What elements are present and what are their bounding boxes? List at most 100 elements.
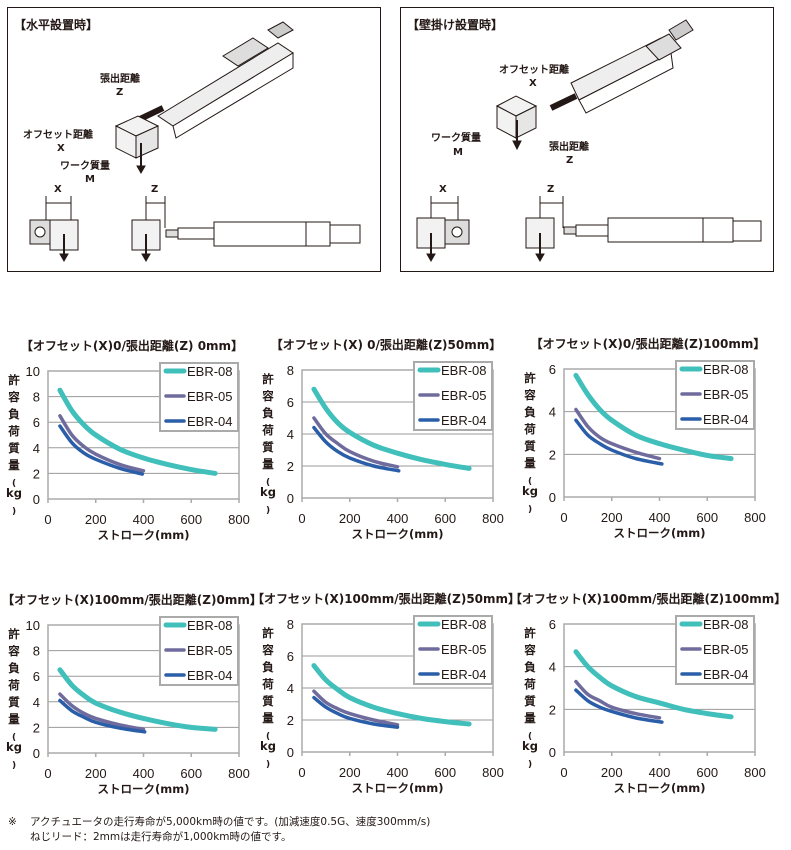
x-axis-label: ストローク(mm) [98,782,190,796]
x-tick-label: 600 [434,511,456,526]
work-mass-m-label: M [85,174,95,185]
x-tick-label: 0 [560,510,567,525]
y-tick-label: 6 [33,669,40,684]
legend-label: EBR-04 [703,412,749,427]
y-tick-label: 8 [287,617,294,632]
work-mass-label: ワーク質量 [60,161,110,172]
x-tick-label: 400 [387,765,409,780]
x-tick-label: 200 [601,510,623,525]
chart-svg: 【オフセット(X)100mm/張出距離(Z)0mm】 0 2 4 6 8 10 0 200 400… [2,592,262,796]
chart-title: 【オフセット(X)100mm/張出距離(Z)100mm】 [516,591,781,606]
series-line-ebr-05 [58,692,146,732]
footnote-line-1: アクチュエータの走行寿命が5,000km時の値です。(加減速度0.5G、速度30… [30,816,431,828]
chart-x100-z100: 【オフセット(X)100mm/張出距離(Z)100mm】 0 2 4 6 0 200 400 6… [516,583,781,823]
work-mass-m-label: M [453,147,463,158]
series-line-ebr-08 [573,372,734,462]
x-tick-label: 400 [649,510,671,525]
x-tick-label: 800 [482,765,504,780]
y-tick-label: 2 [33,720,40,735]
x-axis-label: ストローク(mm) [614,781,706,795]
footnote: ※ アクチュエータの走行寿命が5,000km時の値です。(加減速度0.5G、速度3… [8,815,430,845]
x-tick-label: 0 [44,512,51,527]
series-line-ebr-04 [312,425,401,473]
chart-title: 【オフセット(X)100mm/張出距離(Z)0mm】 [2,592,262,607]
x-axis-label: ストローク(mm) [352,781,444,795]
horizontal-diagram-title: 【水平設置時】 [14,18,99,32]
legend-label: EBR-08 [187,618,233,633]
x-tick-label: 200 [85,512,107,527]
y-tick-label: 6 [287,649,294,664]
y-tick-label: 4 [33,441,40,456]
legend-label: EBR-04 [441,667,487,682]
legend-label: EBR-05 [703,642,749,657]
series-line-ebr-08 [57,667,218,732]
series-line-ebr-05 [58,414,146,473]
x-axis-label: ストローク(mm) [614,526,706,540]
y-axis-label: 許容負荷質量(kg) [522,626,538,770]
y-tick-label: 0 [33,492,40,507]
offset-distance-label: オフセット距離 [499,65,569,76]
series-line-ebr-08 [57,387,218,476]
y-tick-label: 10 [26,364,40,379]
x-tick-label: 0 [44,766,51,781]
x-tick-label: 600 [696,765,718,780]
y-tick-label: 10 [26,618,40,633]
legend-label: EBR-05 [187,389,233,404]
chart-x100-z0: 【オフセット(X)100mm/張出距離(Z)0mm】 0 2 4 6 8 10 0 200 400… [0,584,265,824]
side-z-label: Z [151,184,159,195]
y-tick-label: 0 [33,746,40,761]
footnote-line-2: ねじリード：2mmは走行寿命が1,000km時の値です。 [30,831,292,843]
legend-label: EBR-08 [703,362,749,377]
x-tick-label: 0 [560,765,567,780]
series-line-ebr-05 [574,679,662,720]
series-line-ebr-08 [311,663,472,727]
y-tick-label: 4 [287,681,294,696]
legend-label: EBR-05 [703,387,749,402]
series-line-ebr-04 [312,695,400,729]
legend-label: EBR-04 [187,668,233,683]
chart-x100-z50: 【オフセット(X)100mm/張出距離(Z)50mm】 0 2 4 6 8 0 200 400 6… [254,583,519,823]
chart-svg: 【オフセット(X)0/張出距離(Z) 0mm】 0 2 4 6 8 10 0 200 400 600… [6,338,250,542]
series-line-ebr-04 [58,698,147,734]
offset-distance-label: オフセット距離 [23,130,93,141]
y-tick-label: 0 [287,491,294,506]
horizontal-mount-illustration [29,21,361,263]
work-mass-label: ワーク質量 [431,133,481,144]
y-tick-label: 4 [549,660,556,675]
y-tick-label: 0 [549,490,556,505]
footnote-mark: ※ [8,816,17,828]
legend: EBR-08 EBR-05 EBR-04 [159,616,239,686]
y-tick-label: 4 [287,427,294,442]
y-tick-label: 4 [33,695,40,710]
chart-title: 【オフセット(X)0/張出距離(Z) 0mm】 [21,338,243,353]
x-tick-label: 400 [133,766,155,781]
legend-label: EBR-08 [187,364,233,379]
x-tick-label: 800 [744,765,766,780]
x-tick-label: 800 [228,766,250,781]
x-tick-label: 600 [696,510,718,525]
chart-svg: 【オフセット(X)100mm/張出距離(Z)50mm】 0 2 4 6 8 0 200 400 6… [254,591,519,795]
x-tick-label: 800 [228,512,250,527]
legend-label: EBR-05 [441,642,487,657]
overhang-z-label: Z [116,87,124,98]
chart-title: 【オフセット(X) 0/張出距離(Z)50mm】 [271,337,502,352]
x-tick-label: 600 [434,765,456,780]
side-x-label: X [439,184,447,195]
y-axis-label: 許容負荷質量(kg) [260,372,276,516]
side-z-label: Z [547,184,555,195]
x-tick-label: 600 [180,766,202,781]
x-tick-label: 600 [180,512,202,527]
y-tick-label: 2 [33,466,40,481]
x-tick-label: 0 [298,511,305,526]
y-tick-label: 8 [33,390,40,405]
x-axis-label: ストローク(mm) [98,528,190,542]
legend: EBR-08 EBR-05 EBR-04 [413,361,493,431]
y-tick-label: 6 [33,415,40,430]
y-tick-label: 6 [549,617,556,632]
legend-label: EBR-08 [703,617,749,632]
chart-title: 【オフセット(X)100mm/張出距離(Z)50mm】 [254,591,519,606]
x-tick-label: 400 [649,765,671,780]
x-tick-label: 0 [298,765,305,780]
side-x-label: X [54,184,62,195]
series-line-ebr-04 [58,424,145,476]
